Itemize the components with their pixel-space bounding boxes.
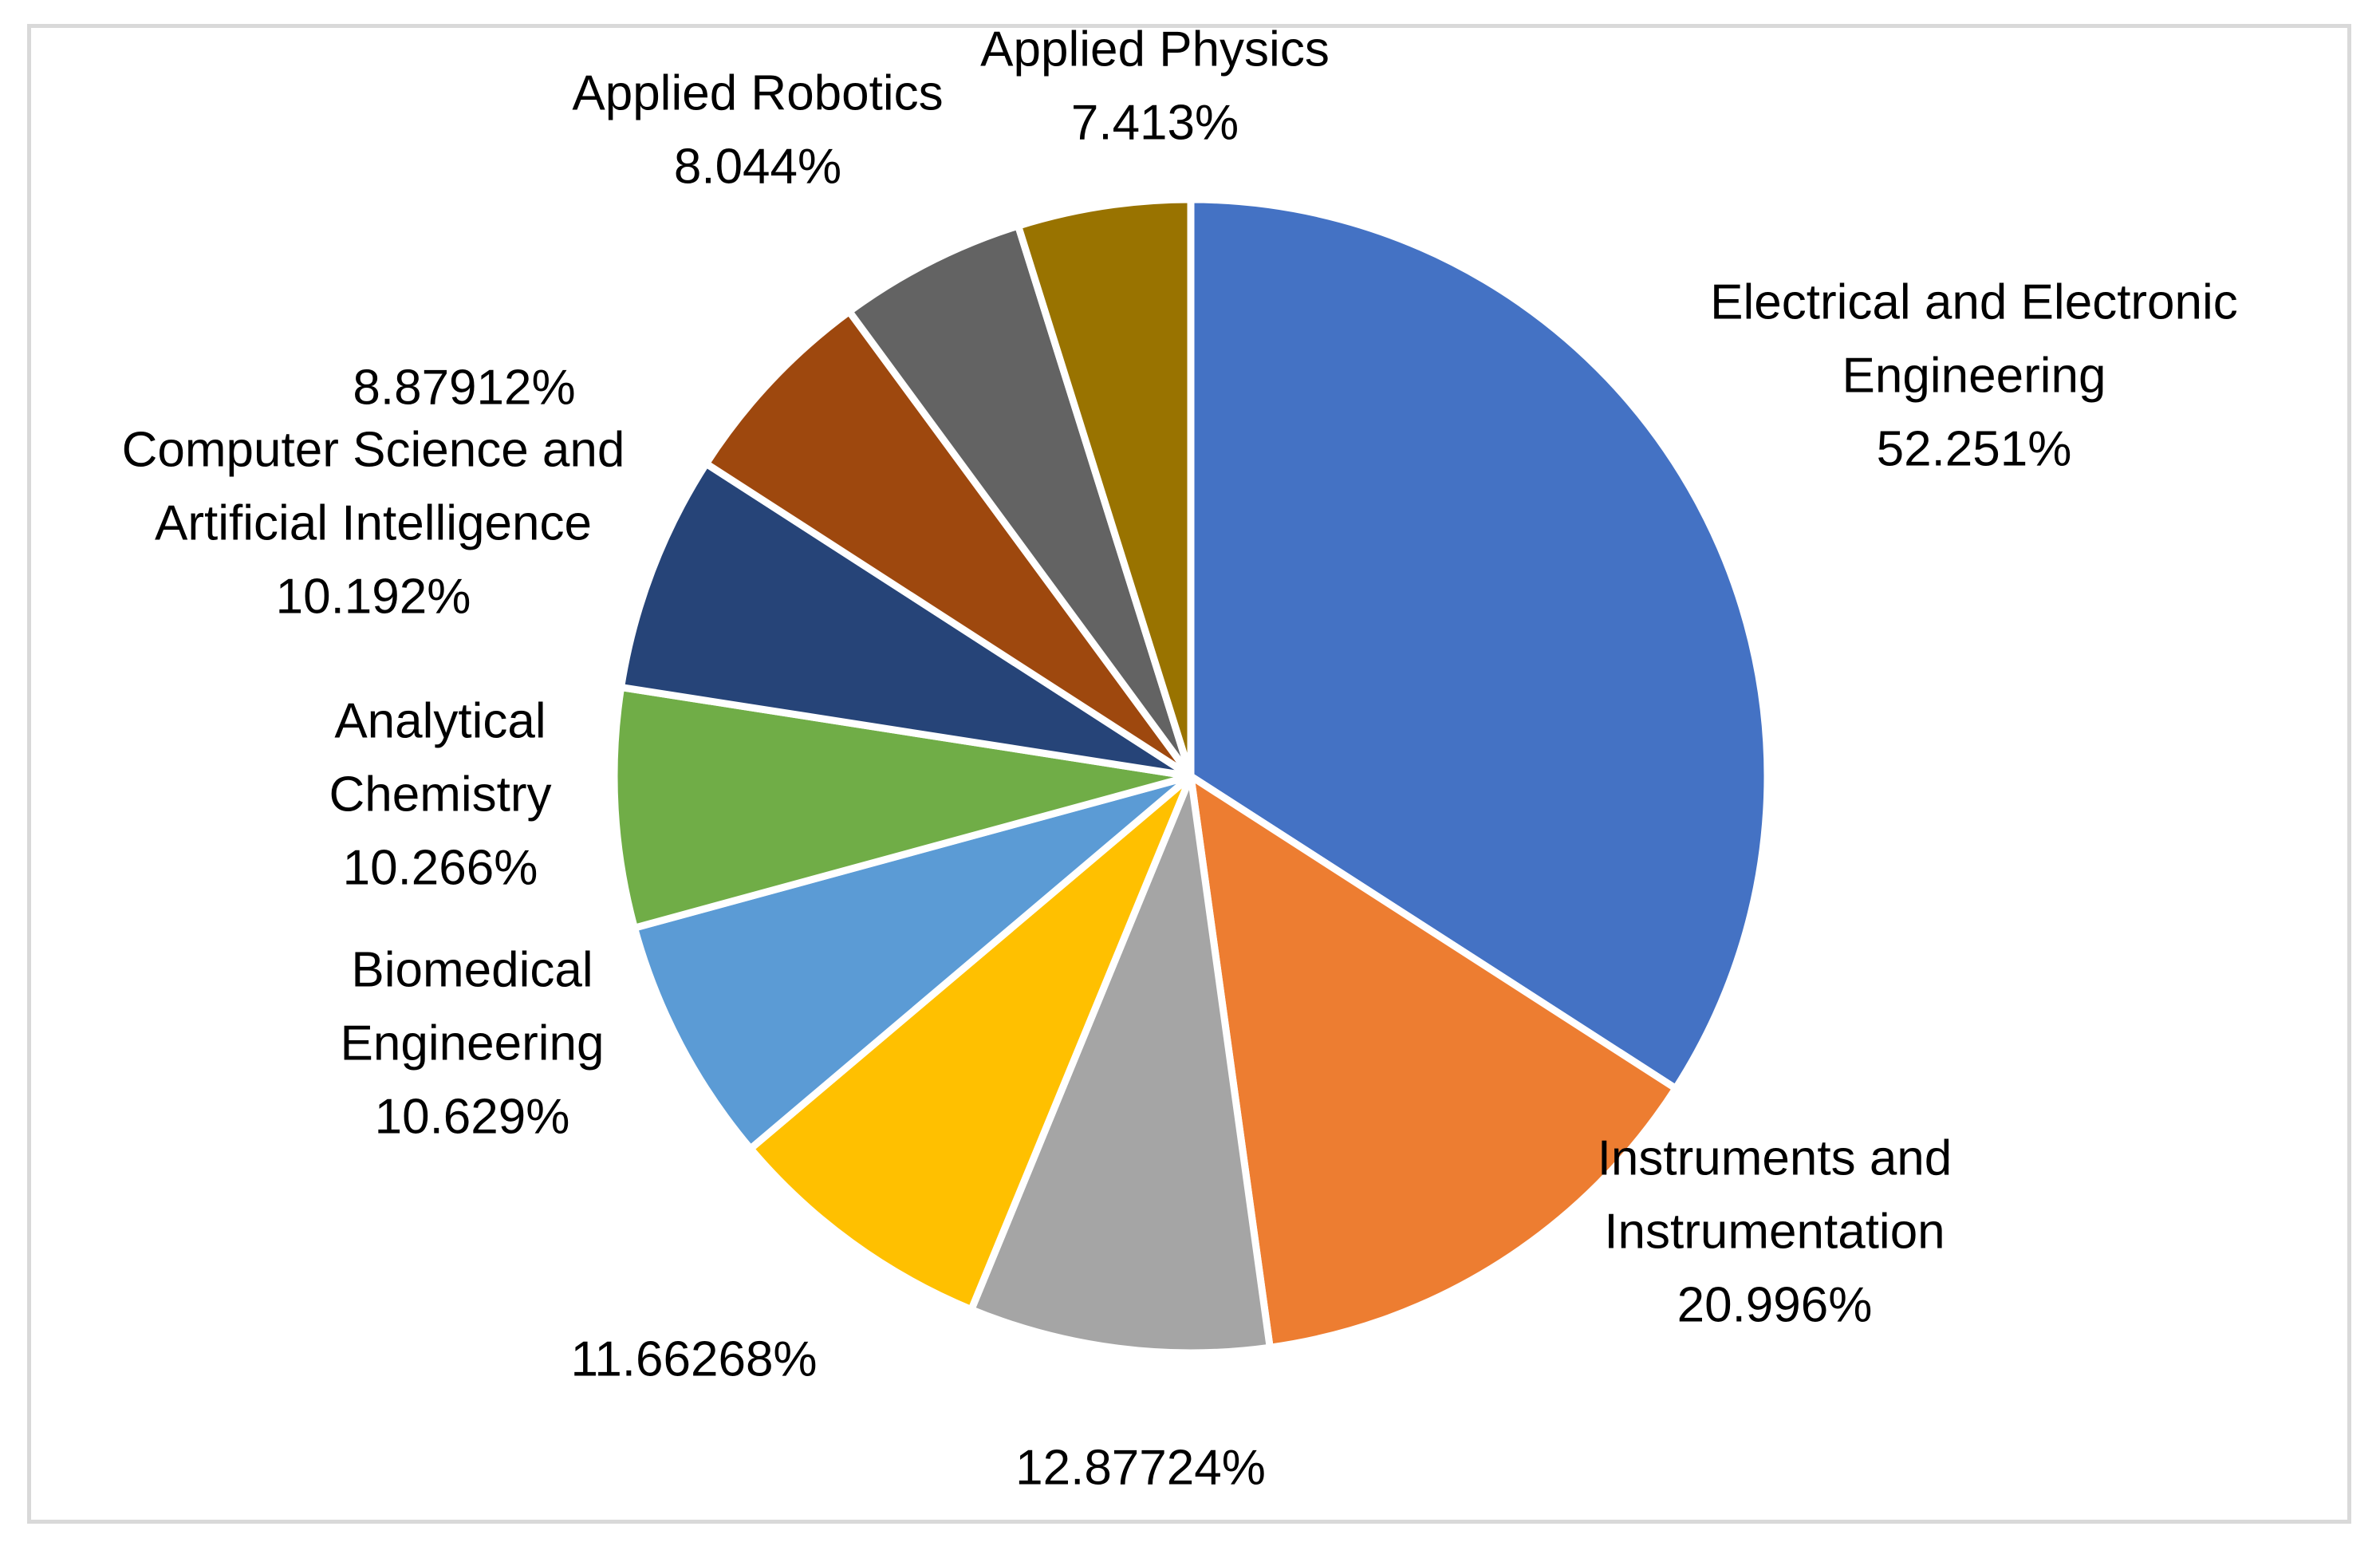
pie-slice-3: [967, 772, 1274, 1357]
slice-label-line: Analytical: [334, 693, 546, 748]
slice-label-10: Applied Physics 7.413%: [980, 22, 1330, 150]
slices-layer: [610, 195, 1771, 1357]
slice-label-line: Computer Science and: [122, 422, 625, 477]
slice-label-line: 10.192%: [276, 569, 471, 624]
slice-label-line: Applied Physics: [980, 22, 1330, 77]
slice-label-4: 11.66268%: [570, 1331, 817, 1386]
slice-label-line: 11.66268%: [570, 1331, 817, 1386]
slice-label-9: Applied Robotics 8.044%: [572, 65, 943, 194]
slice-label-line: Engineering: [1842, 348, 2106, 403]
pie-slice-4: [747, 772, 1195, 1314]
slice-label-line: Applied Robotics: [572, 65, 943, 120]
pie-slice-2: [1187, 772, 1680, 1351]
slice-label-line: Electrical and Electronic: [1710, 274, 2238, 329]
slice-label-line: 8.044%: [674, 139, 841, 194]
slice-label-line: Biomedical: [351, 942, 593, 997]
pie-slice-10: [1015, 195, 1195, 780]
labels-layer: Electrical and Electronic Engineering 52.2…: [122, 22, 2238, 1495]
slice-label-line: Artificial Intelligence: [155, 495, 592, 550]
slice-label-line: 52.251%: [1877, 421, 2072, 476]
slice-label-line: 8.87912%: [353, 360, 575, 415]
slice-label-2: Instruments and Instrumentation 20.996%: [1598, 1130, 1952, 1332]
slice-label-line: Instruments and: [1598, 1130, 1952, 1185]
pie-slice-6: [610, 684, 1195, 932]
slice-label-3: 12.87724%: [1015, 1440, 1266, 1495]
slice-label-line: 12.87724%: [1015, 1440, 1266, 1495]
slice-label-8: 8.87912%: [353, 360, 575, 415]
slice-label-7: Computer Science and Artificial Intellige…: [122, 422, 625, 624]
pie-slice-9: [845, 222, 1195, 780]
slice-label-line: 7.413%: [1071, 95, 1239, 150]
slice-label-line: 20.996%: [1677, 1277, 1873, 1332]
pie-slice-8: [702, 307, 1195, 780]
slice-label-line: 10.629%: [375, 1089, 570, 1144]
slice-label-line: Instrumentation: [1604, 1204, 1945, 1259]
slice-label-5: Biomedical Engineering 10.629%: [341, 942, 605, 1144]
slice-label-1: Electrical and Electronic Engineering 52.2…: [1710, 274, 2238, 476]
pie-slice-5: [630, 772, 1195, 1153]
slice-label-6: Analytical Chemistry 10.266%: [329, 693, 551, 895]
slice-label-line: 10.266%: [343, 840, 538, 895]
slice-label-line: Engineering: [341, 1016, 605, 1071]
slice-label-line: Chemistry: [329, 767, 551, 822]
pie-slice-7: [617, 459, 1195, 780]
